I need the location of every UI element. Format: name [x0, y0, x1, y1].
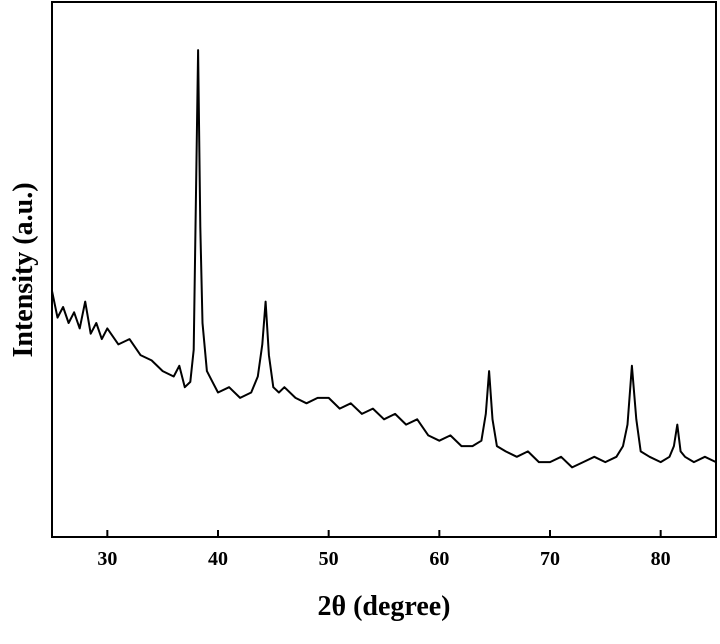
x-tick-label: 50: [319, 548, 339, 570]
xrd-line: [51, 49, 717, 469]
x-axis-label: 2θ (degree): [317, 591, 450, 622]
y-axis-label: Intensity (a.u.): [8, 182, 39, 357]
x-tick-label: 40: [208, 548, 228, 570]
x-tick-label: 30: [97, 548, 117, 570]
x-tick-label: 70: [540, 548, 560, 570]
x-tick-label: 80: [651, 548, 671, 570]
plot-frame: [51, 1, 717, 538]
x-tick-label: 60: [429, 548, 449, 570]
